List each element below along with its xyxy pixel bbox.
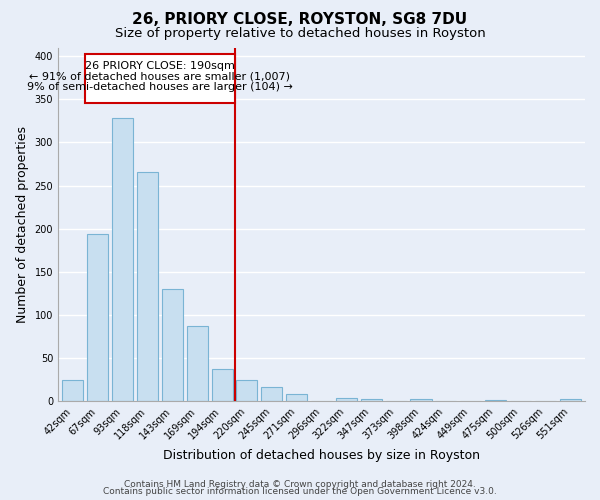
- Text: 9% of semi-detached houses are larger (104) →: 9% of semi-detached houses are larger (1…: [27, 82, 293, 92]
- Bar: [361, 399, 382, 402]
- Bar: [336, 398, 357, 402]
- Bar: [87, 234, 109, 402]
- Bar: [162, 289, 183, 402]
- Bar: [137, 172, 158, 402]
- Bar: [261, 386, 283, 402]
- Bar: [212, 368, 233, 402]
- Bar: [560, 399, 581, 402]
- Bar: [485, 400, 506, 402]
- Bar: [62, 380, 83, 402]
- Text: 26 PRIORY CLOSE: 190sqm: 26 PRIORY CLOSE: 190sqm: [85, 62, 235, 72]
- Text: Size of property relative to detached houses in Royston: Size of property relative to detached ho…: [115, 28, 485, 40]
- Bar: [286, 394, 307, 402]
- Bar: [236, 380, 257, 402]
- Bar: [410, 399, 431, 402]
- Text: Contains HM Land Registry data © Crown copyright and database right 2024.: Contains HM Land Registry data © Crown c…: [124, 480, 476, 489]
- Text: ← 91% of detached houses are smaller (1,007): ← 91% of detached houses are smaller (1,…: [29, 72, 290, 82]
- Text: 26, PRIORY CLOSE, ROYSTON, SG8 7DU: 26, PRIORY CLOSE, ROYSTON, SG8 7DU: [133, 12, 467, 28]
- Bar: [187, 326, 208, 402]
- X-axis label: Distribution of detached houses by size in Royston: Distribution of detached houses by size …: [163, 450, 480, 462]
- Bar: [112, 118, 133, 402]
- Y-axis label: Number of detached properties: Number of detached properties: [16, 126, 29, 323]
- FancyBboxPatch shape: [85, 54, 235, 102]
- Text: Contains public sector information licensed under the Open Government Licence v3: Contains public sector information licen…: [103, 487, 497, 496]
